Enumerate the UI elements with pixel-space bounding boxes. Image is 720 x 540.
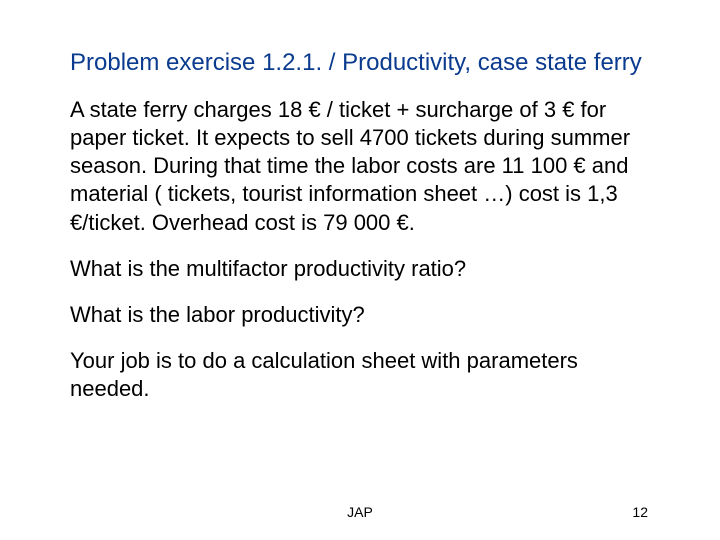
paragraph-question-labor: What is the labor productivity? [70, 301, 650, 329]
slide: Problem exercise 1.2.1. / Productivity, … [0, 0, 720, 540]
paragraph-problem-statement: A state ferry charges 18 € / ticket + su… [70, 96, 650, 237]
footer-page-number: 12 [632, 504, 648, 520]
footer-author: JAP [0, 504, 720, 520]
paragraph-task: Your job is to do a calculation sheet wi… [70, 347, 650, 403]
paragraph-question-multifactor: What is the multifactor productivity rat… [70, 255, 650, 283]
slide-title: Problem exercise 1.2.1. / Productivity, … [70, 48, 650, 78]
